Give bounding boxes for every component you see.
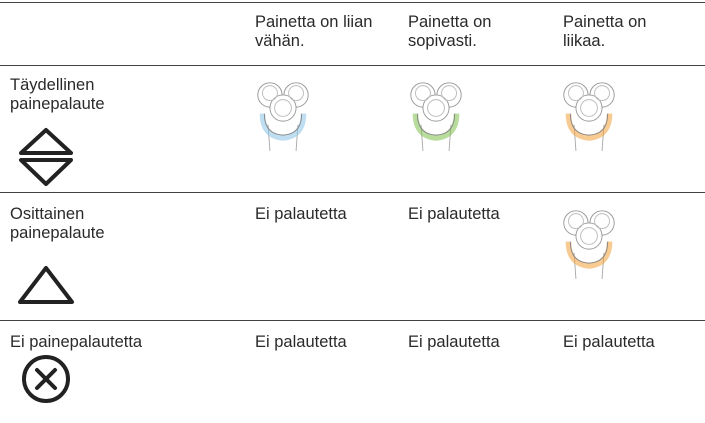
rule	[0, 192, 705, 193]
partial-feedback-icon	[18, 266, 74, 304]
no-feedback-icon	[22, 355, 70, 403]
column-header: Painetta on liian vähän.	[255, 13, 373, 50]
cell: Ei palautetta	[255, 205, 347, 223]
row-label: Ei painepalautetta	[10, 333, 143, 351]
shaver-icon	[255, 78, 311, 153]
row-label: Täydellinen painepalaute	[10, 76, 105, 113]
shaver-icon	[561, 78, 617, 153]
column-header: Painetta on liikaa.	[563, 13, 647, 50]
shaver-icon	[408, 78, 464, 153]
rule	[0, 65, 705, 66]
rule	[0, 320, 705, 321]
row-label: Osittainen painepalaute	[10, 205, 105, 242]
full-feedback-icon	[19, 128, 73, 186]
cell: Ei palautetta	[255, 333, 347, 351]
rule	[0, 2, 705, 3]
cell: Ei palautetta	[408, 205, 500, 223]
column-header: Painetta on sopivasti.	[408, 13, 492, 50]
cell: Ei palautetta	[563, 333, 655, 351]
shaver-icon	[561, 206, 617, 281]
cell: Ei palautetta	[408, 333, 500, 351]
